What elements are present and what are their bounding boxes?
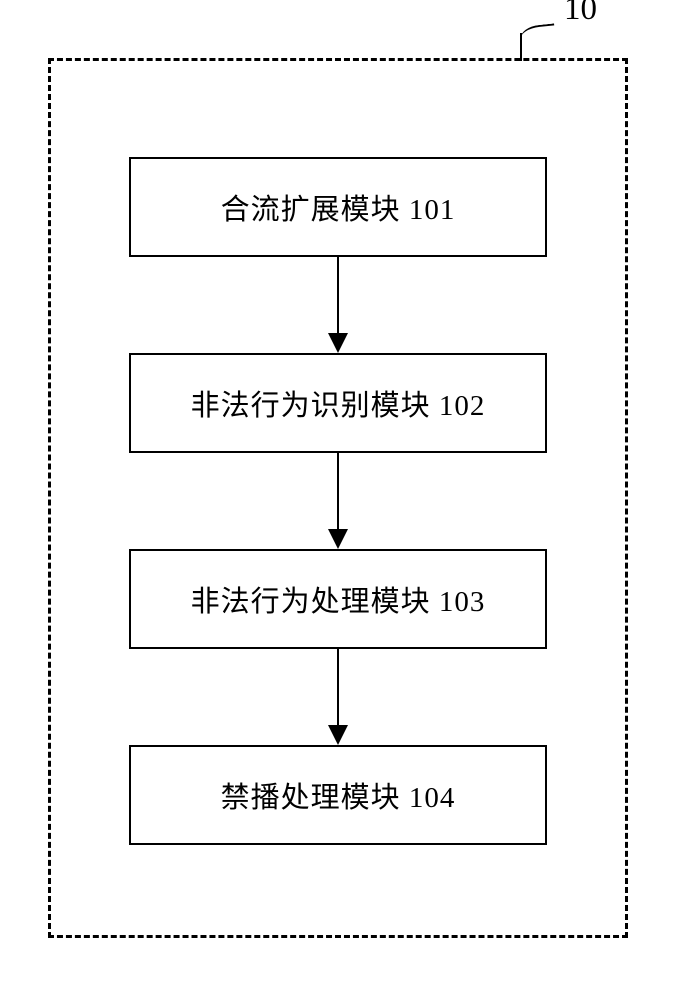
flow-arrow	[328, 649, 348, 745]
flow-node-101: 合流扩展模块 101	[129, 157, 547, 257]
flowchart: 合流扩展模块 101 非法行为识别模块 102 非法行为处理模块 103 禁播处…	[51, 61, 625, 845]
flow-node-label: 非法行为处理模块 103	[191, 578, 486, 620]
connector-curve	[519, 23, 555, 39]
flow-node-label: 合流扩展模块 101	[221, 186, 456, 228]
arrow-head-icon	[328, 529, 348, 549]
arrow-shaft	[337, 649, 339, 725]
diagram-container: 10 合流扩展模块 101 非法行为识别模块 102 非法行为处理模块 103 …	[48, 58, 628, 938]
flow-arrow	[328, 257, 348, 353]
flow-node-102: 非法行为识别模块 102	[129, 353, 547, 453]
flow-node-103: 非法行为处理模块 103	[129, 549, 547, 649]
arrow-head-icon	[328, 333, 348, 353]
arrow-head-icon	[328, 725, 348, 745]
flow-node-label: 禁播处理模块 104	[221, 774, 456, 816]
flow-node-104: 禁播处理模块 104	[129, 745, 547, 845]
flow-arrow	[328, 453, 348, 549]
label-connector	[520, 33, 555, 61]
container-label: 10	[564, 0, 597, 28]
arrow-shaft	[337, 453, 339, 529]
flow-node-label: 非法行为识别模块 102	[191, 382, 486, 424]
arrow-shaft	[337, 257, 339, 333]
